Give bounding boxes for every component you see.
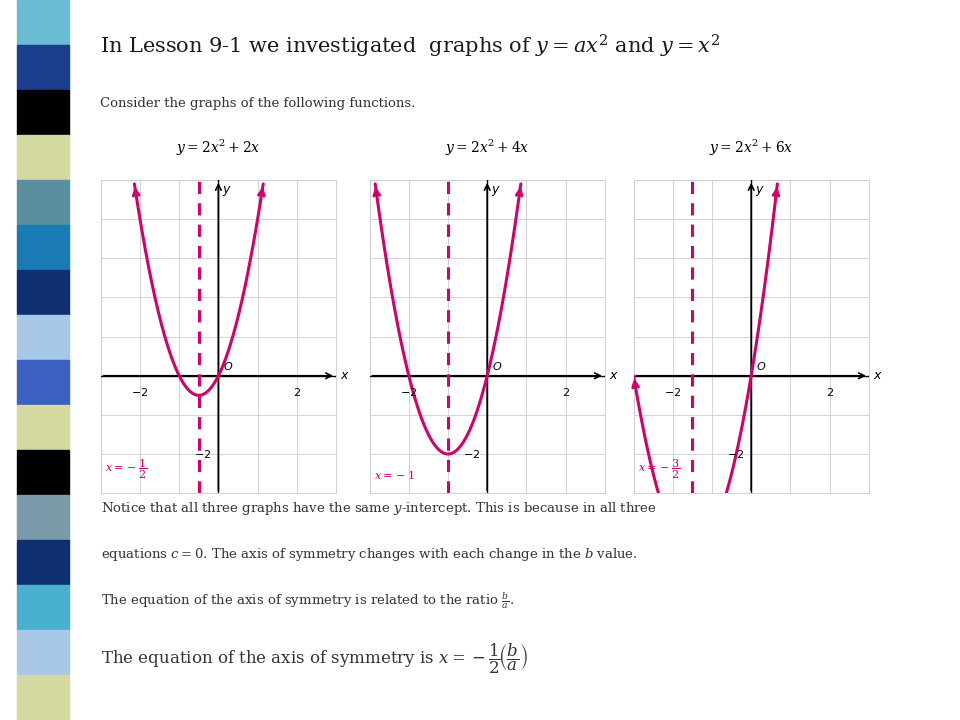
- Text: $x = -\dfrac{1}{2}$: $x = -\dfrac{1}{2}$: [105, 458, 147, 482]
- Bar: [17, 495, 69, 540]
- Text: $y$: $y$: [756, 184, 765, 198]
- Bar: [17, 630, 69, 675]
- Text: $O$: $O$: [492, 360, 502, 372]
- Text: $2$: $2$: [826, 385, 833, 397]
- Bar: [17, 585, 69, 630]
- Text: Notice that all three graphs have the same $y$-intercept. This is because in all: Notice that all three graphs have the sa…: [101, 500, 657, 518]
- Text: $-2$: $-2$: [194, 448, 211, 460]
- Text: $x = -1$: $x = -1$: [373, 469, 415, 482]
- Bar: [17, 180, 69, 225]
- Text: $-2$: $-2$: [463, 448, 480, 460]
- Bar: [17, 405, 69, 450]
- Bar: [17, 450, 69, 495]
- Text: In Lesson 9-1 we investigated  graphs of $y = ax^2$ and $y = x^2$: In Lesson 9-1 we investigated graphs of …: [100, 32, 721, 60]
- Bar: [17, 90, 69, 135]
- Text: $x$: $x$: [340, 369, 349, 382]
- Text: $2$: $2$: [562, 385, 569, 397]
- Bar: [17, 135, 69, 180]
- Text: $-2$: $-2$: [664, 385, 682, 397]
- Text: $O$: $O$: [756, 360, 766, 372]
- Bar: [17, 360, 69, 405]
- Bar: [17, 540, 69, 585]
- Text: $O$: $O$: [223, 360, 233, 372]
- Bar: [17, 0, 69, 45]
- Text: $-2$: $-2$: [132, 385, 149, 397]
- Text: $x$: $x$: [873, 369, 882, 382]
- Text: $y = 2x^2 + 4x$: $y = 2x^2 + 4x$: [445, 138, 529, 158]
- Text: equations $c = 0$. The axis of symmetry changes with each change in the $b$ valu: equations $c = 0$. The axis of symmetry …: [101, 546, 637, 562]
- Text: $-2$: $-2$: [727, 448, 744, 460]
- Text: $-2$: $-2$: [400, 385, 418, 397]
- Text: Consider the graphs of the following functions.: Consider the graphs of the following fun…: [100, 97, 416, 110]
- Text: $2$: $2$: [293, 385, 300, 397]
- Text: $y = 2x^2 + 6x$: $y = 2x^2 + 6x$: [709, 138, 793, 158]
- Bar: [17, 225, 69, 270]
- Bar: [17, 45, 69, 90]
- Bar: [17, 675, 69, 720]
- Text: $y$: $y$: [492, 184, 501, 198]
- Text: $y$: $y$: [223, 184, 232, 198]
- Bar: [17, 315, 69, 360]
- Text: $x$: $x$: [609, 369, 618, 382]
- Text: The equation of the axis of symmetry is $x = -\dfrac{1}{2}\!\left(\dfrac{b}{a}\r: The equation of the axis of symmetry is …: [101, 642, 528, 676]
- Bar: [17, 270, 69, 315]
- Text: $x = -\dfrac{3}{2}$: $x = -\dfrac{3}{2}$: [637, 458, 680, 482]
- Text: The equation of the axis of symmetry is related to the ratio $\frac{b}{a}$.: The equation of the axis of symmetry is …: [101, 590, 514, 611]
- Text: $y = 2x^2 + 2x$: $y = 2x^2 + 2x$: [177, 138, 260, 158]
